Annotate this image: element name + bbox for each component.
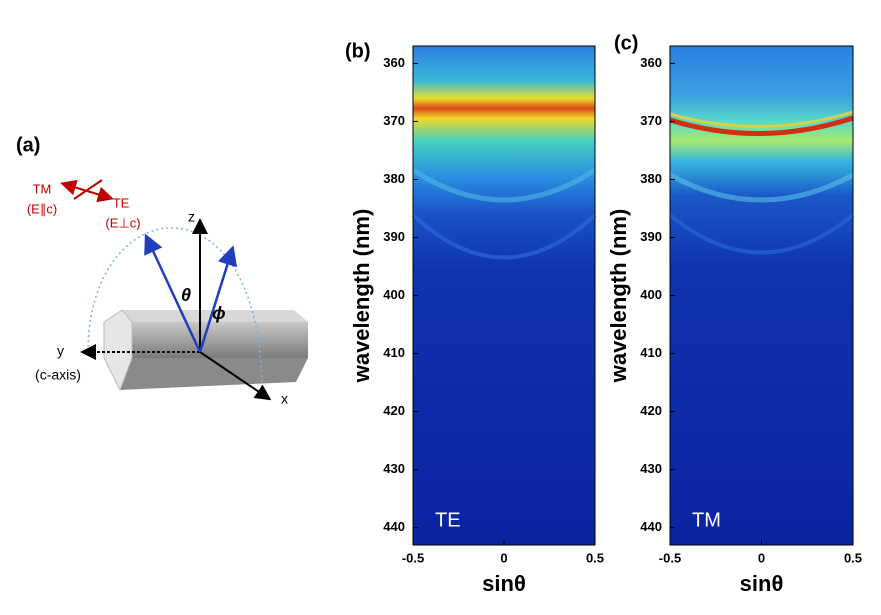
diagram: (a) TM (E∥c) TE (E⊥c) z y (c-axis) x θ ϕ [16, 134, 308, 407]
prism-bottom [104, 358, 308, 390]
label: TM [33, 181, 52, 196]
label: (E∥c) [27, 201, 57, 216]
y-tick-label: 360 [640, 55, 662, 70]
annotation: TM [692, 509, 721, 531]
y-tick-label: 420 [640, 403, 662, 418]
y-axis-label: wavelength (nm) [606, 209, 631, 384]
y-tick-label: 400 [640, 287, 662, 302]
panel-label: (b) [345, 40, 371, 62]
x-tick-label: -0.5 [659, 550, 681, 565]
wave-vector [144, 233, 202, 353]
arrow [73, 179, 103, 200]
label: y [57, 343, 64, 359]
wave-vector [198, 245, 238, 353]
label: (c-axis) [35, 367, 81, 383]
y-tick-label: 420 [383, 403, 405, 418]
panel-label: (c) [614, 32, 638, 54]
y-tick-label: 370 [383, 113, 405, 128]
y-tick-label: 410 [383, 345, 405, 360]
prism-top [104, 310, 308, 322]
y-tick-label: 410 [640, 345, 662, 360]
x-tick-label: 0 [500, 550, 507, 565]
x-axis-label: sinθ [482, 571, 526, 596]
label: z [188, 209, 195, 225]
y-tick-label: 390 [383, 229, 405, 244]
panel-label: (a) [16, 134, 40, 156]
label: (E⊥c) [105, 215, 140, 230]
y-tick-label: 430 [640, 461, 662, 476]
y-tick-label: 360 [383, 55, 405, 70]
label: θ [181, 285, 191, 305]
x-tick-label: -0.5 [402, 550, 424, 565]
annotation: TE [435, 509, 461, 531]
y-tick-label: 380 [383, 171, 405, 186]
y-tick-label: 430 [383, 461, 405, 476]
label: ϕ [212, 303, 226, 323]
x-tick-label: 0 [758, 550, 765, 565]
y-tick-label: 380 [640, 171, 662, 186]
x-axis [199, 351, 272, 401]
heatmap-image [411, 46, 855, 545]
y-axis-label: wavelength (nm) [349, 209, 374, 384]
x-axis-label: sinθ [740, 571, 784, 596]
y-tick-label: 440 [383, 519, 405, 534]
y-tick-label: 390 [640, 229, 662, 244]
label: x [281, 391, 288, 407]
y-tick-label: 440 [640, 519, 662, 534]
prism-end [103, 309, 133, 392]
x-tick-label: 0.5 [844, 550, 862, 565]
y-tick-label: 370 [640, 113, 662, 128]
y-tick-label: 400 [383, 287, 405, 302]
label: TE [113, 195, 130, 210]
x-tick-label: 0.5 [586, 550, 604, 565]
